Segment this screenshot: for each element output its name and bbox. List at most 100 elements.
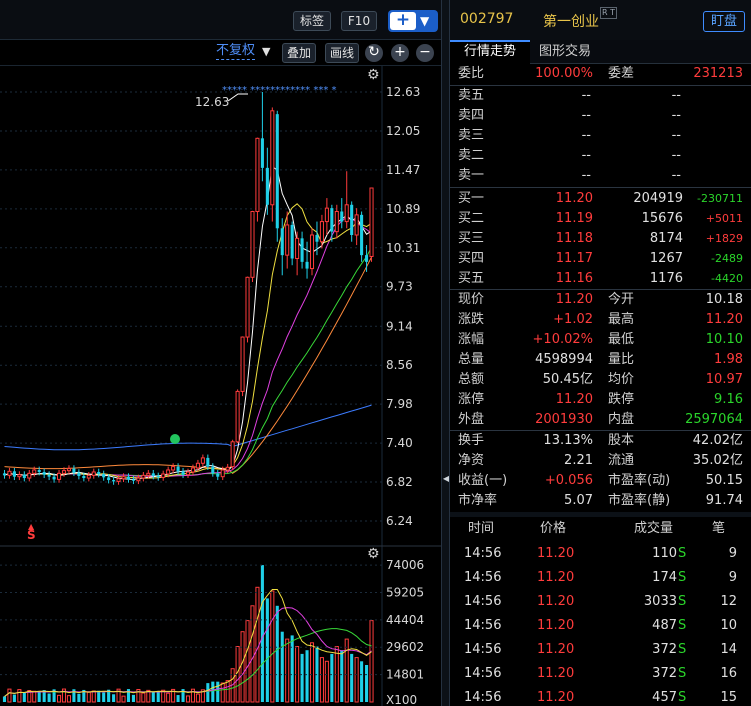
trade-time: 14:56 [464, 546, 502, 561]
candle [285, 211, 290, 269]
stat-value: 35.02亿 [692, 453, 743, 468]
trade-row[interactable]: 14:56 11.20 110 S 9 [450, 542, 751, 566]
bid-volume: 1267 [649, 251, 683, 266]
volume-bar [102, 692, 106, 702]
chevron-down-icon[interactable]: ▼ [420, 14, 430, 28]
panel-divider[interactable] [441, 0, 450, 706]
volume-tick: 74006 [386, 558, 424, 572]
stat-label: 涨幅 [458, 332, 485, 347]
stat-value: 11.20 [705, 312, 743, 327]
f10-button[interactable]: F10 [341, 11, 377, 31]
stat-value: 9.16 [714, 392, 743, 407]
volume-bar [255, 586, 260, 703]
candle [61, 467, 67, 477]
trade-row[interactable]: 14:56 11.20 372 S 14 [450, 638, 751, 662]
volume-bar [195, 693, 200, 703]
bid-label: 买一 [458, 191, 485, 206]
volume-bar [305, 650, 309, 702]
volume-bar [57, 694, 62, 703]
candle [97, 468, 101, 478]
candle [136, 474, 141, 485]
ask-row: 卖五 -- -- [450, 86, 751, 106]
watch-button[interactable]: 盯盘 [703, 11, 745, 32]
trade-row[interactable]: 14:56 11.20 174 S 9 [450, 566, 751, 590]
price-tick: 12.63 [386, 85, 420, 99]
overlay-button[interactable]: 叠加 [282, 43, 316, 63]
trade-volume: 457 [652, 690, 677, 705]
trade-time: 14:56 [464, 594, 502, 609]
gear-icon[interactable]: ⚙ [367, 67, 380, 83]
trade-count: 14 [720, 642, 737, 657]
candle [300, 231, 304, 269]
volume-bar [185, 695, 191, 703]
trade-side: S [678, 666, 687, 681]
draw-line-button[interactable]: 画线 [325, 43, 359, 63]
trade-time: 14:56 [464, 666, 502, 681]
price-adjust-mode[interactable]: 不复权 [216, 43, 256, 60]
candle [200, 454, 205, 467]
stat-label: 市盈率(静) [608, 493, 671, 508]
stat-value: 50.45亿 [542, 372, 593, 387]
volume-bar [206, 683, 210, 702]
bid-label: 买五 [458, 271, 485, 286]
bid-price: 11.17 [555, 251, 593, 266]
trade-row[interactable]: 14:56 11.20 372 S 16 [450, 662, 751, 686]
tab-chart-trade[interactable]: 图形交易 [538, 44, 591, 59]
stat-value: 11.20 [555, 292, 593, 307]
candle [340, 198, 344, 229]
trade-price: 11.20 [537, 642, 575, 657]
trade-volume: 487 [652, 618, 677, 633]
trade-row[interactable]: 14:56 11.20 457 S 15 [450, 686, 751, 706]
collapse-panel-icon[interactable]: ◀ [442, 474, 450, 483]
candle [260, 92, 264, 182]
candle [91, 468, 96, 479]
gear-icon[interactable]: ⚙ [367, 546, 380, 562]
candle [216, 469, 220, 481]
volume-axis: 74006 59205 44404 29602 14801 [0, 558, 424, 682]
stat-value: 13.13% [543, 433, 593, 448]
refresh-icon[interactable]: ↻ [365, 44, 383, 62]
high-price-label: 12.63 [195, 95, 229, 109]
trade-volume: 3033 [643, 594, 677, 609]
candle [166, 466, 171, 478]
volume-bar [319, 657, 324, 703]
order-diff-value: 231213 [693, 66, 743, 81]
candle [12, 467, 16, 481]
tab-quote-trend[interactable]: 行情走势 [450, 40, 530, 64]
candle [220, 466, 225, 481]
candle [57, 469, 62, 483]
volume-bar [66, 695, 71, 703]
svg-text:▲: ▲ [28, 522, 35, 531]
ask-price: -- [581, 88, 591, 103]
volume-bar [176, 695, 180, 702]
kline-chart[interactable]: 12.63 12.05 11.47 10.89 10.31 9.73 9.14 8.56 7.9… [0, 66, 441, 706]
volume-bar [61, 688, 67, 703]
candle [102, 470, 106, 481]
stat-label: 涨跌 [458, 312, 485, 327]
ask-label: 卖五 [458, 88, 485, 103]
chevron-down-icon[interactable]: ▼ [262, 45, 271, 58]
bid-price: 11.18 [555, 231, 593, 246]
stock-code: 002797 [460, 11, 514, 27]
candle [42, 468, 46, 479]
candle [235, 389, 240, 444]
trade-row[interactable]: 14:56 11.20 3033 S 12 [450, 590, 751, 614]
add-to-watchlist-button[interactable]: + ▼ [388, 10, 438, 32]
stat-value: 1.98 [714, 352, 743, 367]
volume-bar [136, 688, 141, 703]
bookmark-button[interactable]: 标签 [293, 11, 331, 31]
candle [245, 276, 250, 343]
stat-value: 2001930 [535, 412, 593, 427]
candle [176, 463, 180, 475]
zoom-out-icon[interactable]: − [416, 44, 434, 62]
candle [181, 467, 185, 479]
order-diff-label: 委差 [608, 66, 635, 81]
candle [305, 241, 309, 279]
zoom-in-icon[interactable]: + [391, 44, 409, 62]
trade-row[interactable]: 14:56 11.20 487 S 10 [450, 614, 751, 638]
fundamental-row: 净资 2.21 流通 35.02亿 [450, 451, 751, 471]
volume-bar [7, 688, 12, 703]
trade-volume: 174 [652, 570, 677, 585]
volume-ma5-line [4, 589, 372, 697]
candle [365, 245, 369, 272]
